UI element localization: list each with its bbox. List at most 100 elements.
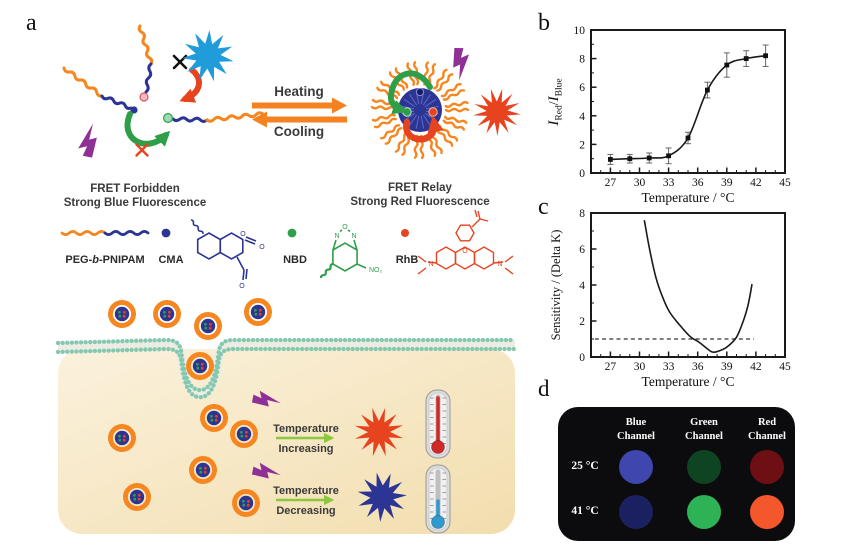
- fret-forbidden-subtitle: Strong Blue Fluorescence: [64, 197, 207, 209]
- panel-c-plot-area: 27 30 33 36 39 42 45 0 2 4 6 8 Temperature / °C: [579, 208, 791, 389]
- y-tick-label: 4: [579, 111, 585, 123]
- rhb-dot: [209, 322, 212, 326]
- rhb-dot: [258, 312, 262, 316]
- red-x-icon: [135, 143, 149, 157]
- nbd-dot: [242, 499, 245, 503]
- legend-cma: CMA: [158, 254, 183, 266]
- rhb-dot: [123, 310, 126, 314]
- cma-structure: [190, 219, 204, 235]
- artwork-shape: [431, 515, 445, 529]
- rhb-dot: [215, 414, 218, 418]
- nbd-dot: [118, 434, 121, 438]
- nbd-dot: [254, 308, 257, 312]
- nbd-dot: [240, 434, 244, 438]
- fret-blocked-arrow-red: [179, 67, 202, 103]
- nbd-dot: [199, 466, 202, 470]
- chain-end-dot: [130, 106, 138, 114]
- artwork-shape: [408, 114, 418, 127]
- data-point-marker: [763, 53, 768, 59]
- spot-41c-blue: [619, 495, 653, 529]
- nbd-dot: [163, 310, 166, 314]
- x-tick-label: 45: [779, 177, 791, 189]
- polymer-chain: [436, 73, 454, 92]
- cma-legend-dot: [161, 228, 171, 238]
- data-point-marker: [666, 153, 671, 159]
- polymer-chain: [103, 230, 150, 236]
- svg-text:IRed/IBlue: IRed/IBlue: [546, 78, 565, 126]
- micelle-core: [129, 489, 145, 505]
- polymer-chain: [433, 68, 448, 90]
- ylabel-sensitivity: Sensitivity / (Delta K): [549, 230, 563, 341]
- micelle-corona: [189, 456, 217, 484]
- data-point-marker: [608, 157, 613, 162]
- rhb-dot: [137, 497, 141, 501]
- rhb-nitrogen-1: N: [428, 261, 433, 268]
- polymer-chain: [384, 126, 403, 145]
- polymer-chain: [100, 94, 133, 110]
- rhb-dot: [122, 314, 126, 318]
- y-tick-label: 2: [579, 139, 585, 151]
- nbd-nitrogen-2: N: [351, 233, 356, 240]
- panel-c-label: c: [538, 196, 549, 220]
- panel-c-y-axis-label: Sensitivity / (Delta K): [549, 230, 563, 341]
- rhb-dot: [428, 107, 438, 117]
- micelle-corona: [153, 300, 181, 328]
- panel-a-artwork: [55, 24, 521, 534]
- rhb-dot: [204, 466, 207, 470]
- peg-b-italic: b: [92, 254, 99, 266]
- temp-increasing-line1: Temperature: [273, 423, 339, 435]
- cma-ring-oxygen: O: [240, 231, 246, 238]
- polymer-chain: [444, 100, 469, 109]
- artwork-shape: [409, 93, 418, 106]
- cma-structure: [242, 269, 245, 281]
- cma-structure: [196, 232, 222, 260]
- x-tick-label: 33: [663, 361, 675, 373]
- panel-a-schematic: a FRET Forbidden Strong Blue Fluorescenc…: [26, 10, 521, 534]
- y-tick-label: 6: [579, 82, 585, 94]
- y-tick-label: 10: [574, 25, 586, 37]
- rhb-dot: [122, 438, 126, 442]
- excitation-bolt-icon: [78, 123, 97, 158]
- polymer-chain: [442, 89, 466, 101]
- fret-relay-arrow-green: [387, 70, 433, 115]
- spot-25c-red: [750, 450, 784, 484]
- nbd-nitrogen-1: N: [334, 233, 339, 240]
- rhb-oxygen: O: [462, 248, 468, 255]
- polymer-chain: [440, 82, 462, 98]
- ylabel-denominator-sub: Blue: [555, 78, 565, 96]
- x-tick-label: 33: [663, 177, 675, 189]
- micelle-core: [114, 430, 130, 446]
- rhb-legend-dot: [401, 229, 409, 237]
- rhb-structure: [471, 209, 489, 228]
- x-axis-label: Temperature / °C: [642, 374, 735, 389]
- spot-25c-green: [687, 450, 721, 484]
- fret-relay-arrow-red: [403, 115, 444, 143]
- micelle-core: [114, 306, 130, 322]
- polymer-chain: [60, 230, 107, 236]
- micelle-core: [192, 358, 208, 374]
- x-axis-label: Temperature / °C: [642, 190, 735, 205]
- rhb-structure: [455, 224, 475, 242]
- nbd-dot: [242, 503, 246, 507]
- blue-emission-burst-icon: [182, 30, 234, 82]
- panel-d-label: d: [538, 376, 550, 401]
- membrane-inner-heads: [55, 346, 518, 400]
- polymer-chain: [371, 113, 396, 122]
- polymer-chain: [205, 111, 265, 123]
- micelle-corona: [194, 312, 222, 340]
- nbd-dot: [210, 414, 213, 418]
- nbd-site-dot: [163, 112, 174, 123]
- nbd-oxygen: O: [342, 224, 348, 231]
- artwork-shape: [431, 440, 445, 454]
- micelle-core: [200, 318, 216, 334]
- y-tick-label: 8: [579, 54, 585, 66]
- nbd-dot: [199, 470, 203, 474]
- artwork-shape: [420, 115, 425, 129]
- membrane-lipid-tails: [57, 339, 515, 399]
- y-tick-label: 4: [579, 280, 585, 292]
- temp-decreasing-line1: Temperature: [273, 485, 339, 497]
- nbd-dot: [196, 366, 200, 370]
- nbd-dot: [210, 418, 214, 422]
- rhb-dot: [138, 493, 141, 497]
